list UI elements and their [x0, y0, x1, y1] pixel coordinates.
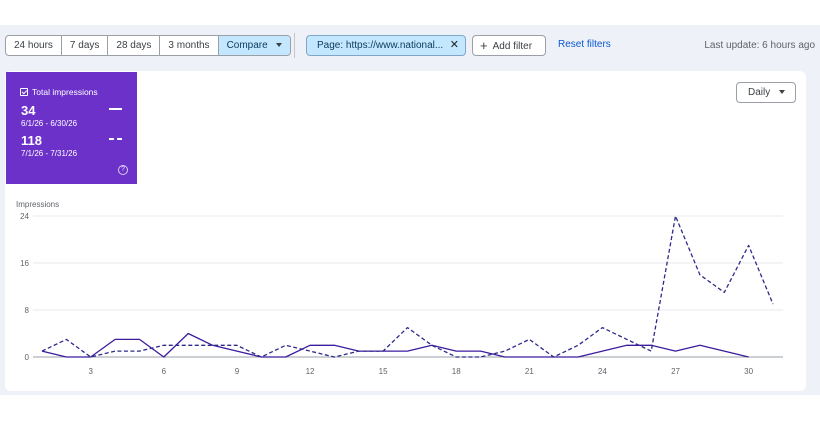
- last-update-text: Last update: 6 hours ago: [704, 40, 815, 51]
- range-7-days-button[interactable]: 7 days: [62, 36, 109, 55]
- current-period-value: 34: [21, 103, 36, 118]
- x-tick-label: 24: [598, 367, 607, 376]
- y-tick-label: 8: [25, 306, 30, 315]
- granularity-label: Daily: [748, 87, 771, 98]
- reset-filters-link[interactable]: Reset filters: [558, 39, 611, 50]
- x-tick-label: 3: [89, 367, 94, 376]
- y-tick-label: 0: [25, 353, 30, 362]
- previous-period-value: 118: [21, 133, 42, 148]
- x-tick-label: 9: [235, 367, 240, 376]
- date-range-selector: 24 hours 7 days 28 days 3 months Compare: [5, 35, 291, 56]
- solid-line-legend-icon: [109, 108, 122, 110]
- range-3-months-button[interactable]: 3 months: [160, 36, 219, 55]
- page-filter-chip[interactable]: Page: https://www.national... ✕: [306, 35, 466, 56]
- range-28-days-button[interactable]: 28 days: [108, 36, 161, 55]
- dashed-line-legend-icon: [109, 138, 122, 140]
- x-tick-label: 30: [744, 367, 753, 376]
- current-period-series-line: [41, 332, 749, 358]
- compare-dropdown[interactable]: Compare: [218, 36, 290, 55]
- x-tick-label: 6: [162, 367, 167, 376]
- x-tick-label: 15: [379, 367, 388, 376]
- x-tick-label: 18: [452, 367, 461, 376]
- checkbox-icon[interactable]: [20, 88, 28, 96]
- compare-label: Compare: [226, 40, 268, 51]
- range-24-hours-button[interactable]: 24 hours: [6, 36, 62, 55]
- add-filter-button[interactable]: + Add filter: [472, 35, 546, 56]
- x-tick-label: 27: [671, 367, 680, 376]
- total-impressions-card[interactable]: Total impressions 34 6/1/26 - 6/30/26 11…: [6, 72, 137, 184]
- x-tick-label: 21: [525, 367, 534, 376]
- divider: [294, 33, 295, 58]
- plus-icon: +: [480, 38, 488, 53]
- metric-title-text: Total impressions: [32, 87, 98, 97]
- y-tick-label: 16: [20, 259, 29, 268]
- add-filter-label: Add filter: [492, 41, 533, 52]
- caret-down-icon: [779, 90, 786, 94]
- metric-title: Total impressions: [20, 87, 98, 97]
- current-period-range: 6/1/26 - 6/30/26: [21, 119, 78, 128]
- previous-period-range: 7/1/26 - 7/31/26: [21, 149, 78, 158]
- previous-period-series-line: [41, 215, 774, 358]
- filter-chip-label: Page: https://www.national...: [317, 40, 444, 51]
- x-tick-label: 12: [306, 367, 315, 376]
- y-tick-label: 24: [20, 212, 29, 221]
- granularity-dropdown[interactable]: Daily: [736, 82, 796, 103]
- close-icon[interactable]: ✕: [449, 39, 459, 51]
- help-icon[interactable]: ?: [118, 165, 128, 175]
- y-axis-label: Impressions: [16, 200, 59, 209]
- caret-down-icon: [275, 43, 282, 47]
